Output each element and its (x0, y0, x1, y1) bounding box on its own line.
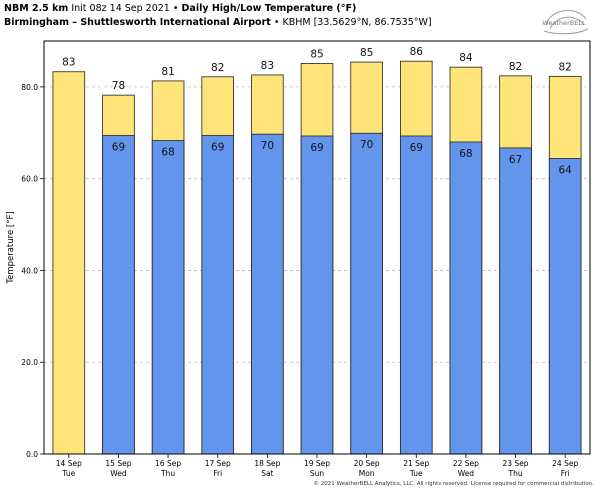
high-value-label: 83 (62, 57, 75, 69)
high-value-label: 86 (410, 46, 424, 58)
x-tick-label-day: Sun (310, 469, 325, 478)
weatherbell-logo: WeatherBELL (542, 10, 589, 35)
header-line-2: Birmingham – Shuttlesworth International… (4, 17, 432, 28)
high-bar (52, 71, 86, 455)
x-tick-label-date: 21 Sep (403, 459, 429, 468)
low-value-label: 69 (211, 142, 224, 154)
x-tick-label-day: Wed (110, 469, 127, 478)
y-tick-label: 0.0 (26, 450, 38, 459)
high-value-label: 81 (161, 66, 174, 78)
low-bar (350, 132, 383, 455)
x-tick-label-date: 22 Sep (453, 459, 479, 468)
y-axis: 0.0 20.0 40.0 60.0 80.0 (21, 83, 44, 459)
x-tick-label-day: Mon (359, 469, 375, 478)
low-value-label: 69 (112, 142, 125, 154)
x-tick-label-date: 18 Sep (254, 459, 280, 468)
high-value-label: 85 (310, 48, 323, 60)
x-tick-label-date: 24 Sep (552, 459, 578, 468)
high-value-label: 82 (211, 62, 224, 74)
low-bar (399, 135, 433, 455)
station-info: KBHM [33.5629°N, 86.7535°W] (282, 17, 432, 28)
low-bar (300, 135, 334, 455)
separator: • (273, 17, 280, 28)
x-tick-label-date: 15 Sep (105, 459, 131, 468)
x-tick-label-date: 14 Sep (56, 459, 82, 468)
model-name: NBM 2.5 km (4, 3, 69, 14)
y-tick-label: 40.0 (21, 266, 38, 275)
high-value-label: 85 (360, 47, 373, 59)
x-tick-label-day: Sat (261, 469, 273, 478)
separator: • (172, 3, 179, 14)
y-tick-label: 60.0 (21, 175, 38, 184)
x-tick-label-day: Fri (561, 469, 570, 478)
station-name: Birmingham – Shuttlesworth International… (4, 17, 271, 28)
low-bar (201, 135, 235, 455)
low-value-label: 69 (310, 142, 323, 154)
low-bar (449, 141, 483, 455)
x-tick-label-day: Tue (61, 469, 75, 478)
x-tick-label-day: Thu (160, 469, 175, 478)
x-tick-label-day: Thu (507, 469, 522, 478)
high-value-label: 84 (459, 52, 473, 64)
low-value-label: 68 (161, 147, 174, 159)
low-value-label: 70 (360, 139, 373, 151)
chart-title: Daily High/Low Temperature (°F) (181, 3, 357, 14)
x-tick-label-day: Fri (213, 469, 222, 478)
low-bar (251, 133, 284, 455)
high-value-label: 82 (509, 61, 522, 73)
high-value-label: 82 (558, 61, 571, 73)
low-bar (151, 140, 185, 455)
bars: 83 78 69 81 68 82 69 83 70 85 69 85 70 86 69 84 68 82 67 82… (52, 46, 582, 455)
low-bar (548, 158, 582, 455)
high-value-label: 78 (112, 80, 125, 92)
x-tick-label-day: Tue (409, 469, 423, 478)
y-tick-label: 20.0 (21, 358, 38, 367)
high-value-label: 83 (261, 60, 274, 72)
logo-text: WeatherBELL (542, 19, 586, 27)
x-tick-label-date: 23 Sep (503, 459, 529, 468)
low-value-label: 69 (410, 142, 423, 154)
copyright-text: © 2021 WeatherBELL Analytics, LLC. All r… (313, 481, 594, 487)
x-tick-label-date: 16 Sep (155, 459, 181, 468)
init-time: Init 08z 14 Sep 2021 (71, 3, 170, 14)
low-value-label: 70 (261, 140, 274, 152)
y-tick-label: 80.0 (21, 83, 38, 92)
x-tick-label-date: 20 Sep (354, 459, 380, 468)
low-value-label: 64 (558, 164, 572, 176)
x-tick-label-day: Wed (458, 469, 475, 478)
low-value-label: 67 (509, 154, 522, 166)
low-value-label: 68 (459, 148, 472, 160)
header-line-1: NBM 2.5 km Init 08z 14 Sep 2021 • Daily … (4, 3, 356, 14)
y-axis-label: Temperature [°F] (6, 211, 16, 284)
low-bar (102, 135, 135, 455)
x-tick-label-date: 19 Sep (304, 459, 330, 468)
x-tick-label-date: 17 Sep (205, 459, 231, 468)
low-bar (499, 147, 532, 455)
